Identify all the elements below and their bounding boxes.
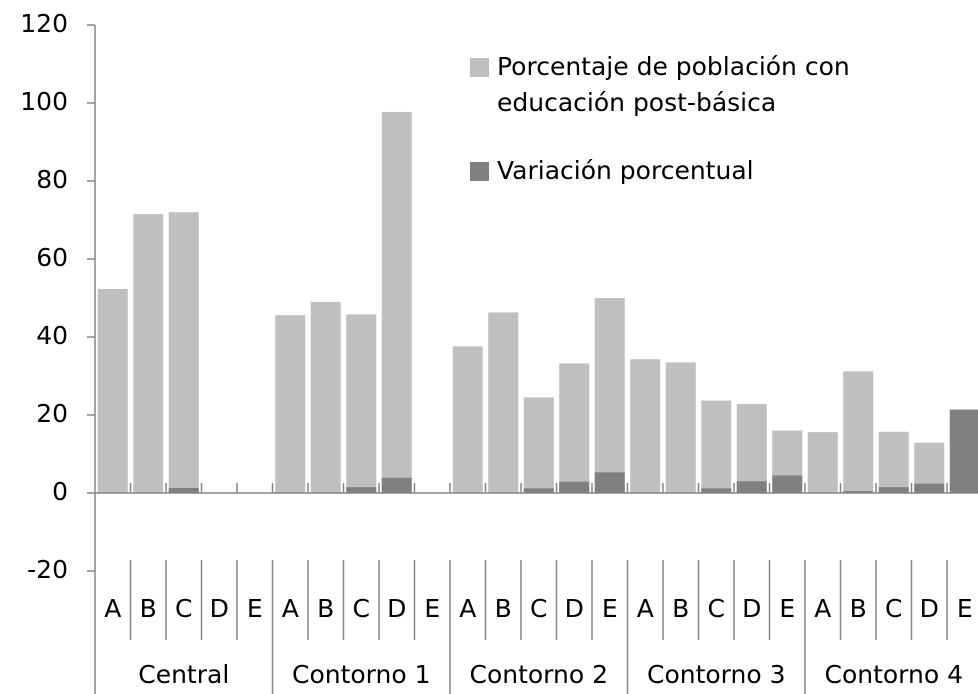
bar [97, 289, 128, 493]
legend-label: Variación porcentual [497, 156, 754, 185]
y-tick-label: 100 [20, 87, 68, 116]
x-tick-label: B [850, 594, 867, 623]
bar [949, 409, 978, 493]
y-tick-label: 20 [36, 399, 68, 428]
x-tick-label: D [387, 594, 406, 623]
bar [594, 298, 625, 493]
x-tick-label: A [814, 594, 831, 623]
bar [843, 491, 874, 493]
bar [878, 487, 909, 493]
bar [133, 214, 164, 493]
legend-label: Porcentaje de población con educación po… [497, 52, 850, 117]
x-tick-label: E [424, 594, 440, 623]
bar [452, 346, 483, 493]
y-tick-label: 0 [52, 477, 68, 506]
x-tick-label: E [957, 594, 973, 623]
y-tick-label: -20 [27, 555, 68, 584]
bar [843, 371, 874, 493]
group-label: Contorno 3 [647, 660, 786, 689]
bar [665, 362, 696, 493]
bar [772, 475, 803, 493]
bar [275, 315, 306, 493]
x-tick-label: E [779, 594, 795, 623]
x-tick-label: C [530, 594, 547, 623]
bar [488, 312, 519, 493]
legend-swatch [470, 58, 489, 77]
bar [346, 314, 377, 493]
bar [381, 477, 412, 493]
x-tick-label: C [353, 594, 370, 623]
x-tick-label: B [672, 594, 689, 623]
x-tick-label: D [565, 594, 584, 623]
group-label: Contorno 4 [824, 660, 963, 689]
x-tick-label: D [742, 594, 761, 623]
bar [878, 431, 909, 493]
x-tick-label: B [495, 594, 512, 623]
x-tick-label: B [317, 594, 334, 623]
bar [559, 363, 590, 493]
bar [807, 432, 838, 493]
bar [914, 483, 945, 493]
group-label: Contorno 1 [292, 660, 431, 689]
bar [630, 359, 661, 493]
bar [168, 487, 199, 493]
y-tick-label: 60 [36, 243, 68, 272]
bar [523, 488, 554, 493]
x-tick-label: C [885, 594, 902, 623]
x-tick-label: A [104, 594, 121, 623]
bar [346, 487, 377, 493]
bar [736, 404, 767, 493]
x-tick-label: B [140, 594, 157, 623]
group-label: Central [138, 660, 229, 689]
x-tick-label: E [602, 594, 618, 623]
group-label: Contorno 2 [469, 660, 608, 689]
y-tick-label: 80 [36, 165, 68, 194]
bar [701, 400, 732, 493]
bar [701, 488, 732, 493]
bar [381, 111, 412, 493]
x-tick-label: D [920, 594, 939, 623]
legend-swatch [470, 162, 489, 181]
x-tick-label: A [637, 594, 654, 623]
x-tick-label: D [210, 594, 229, 623]
x-tick-label: C [175, 594, 192, 623]
x-tick-label: E [247, 594, 263, 623]
bar [559, 481, 590, 493]
bar [310, 301, 341, 493]
y-tick-label: 40 [36, 321, 68, 350]
x-tick-label: A [282, 594, 299, 623]
y-tick-label: 120 [20, 9, 68, 38]
bar [168, 212, 199, 493]
bar [523, 397, 554, 493]
x-tick-label: C [708, 594, 725, 623]
bar [594, 472, 625, 493]
x-tick-label: A [459, 594, 476, 623]
bar [736, 481, 767, 493]
